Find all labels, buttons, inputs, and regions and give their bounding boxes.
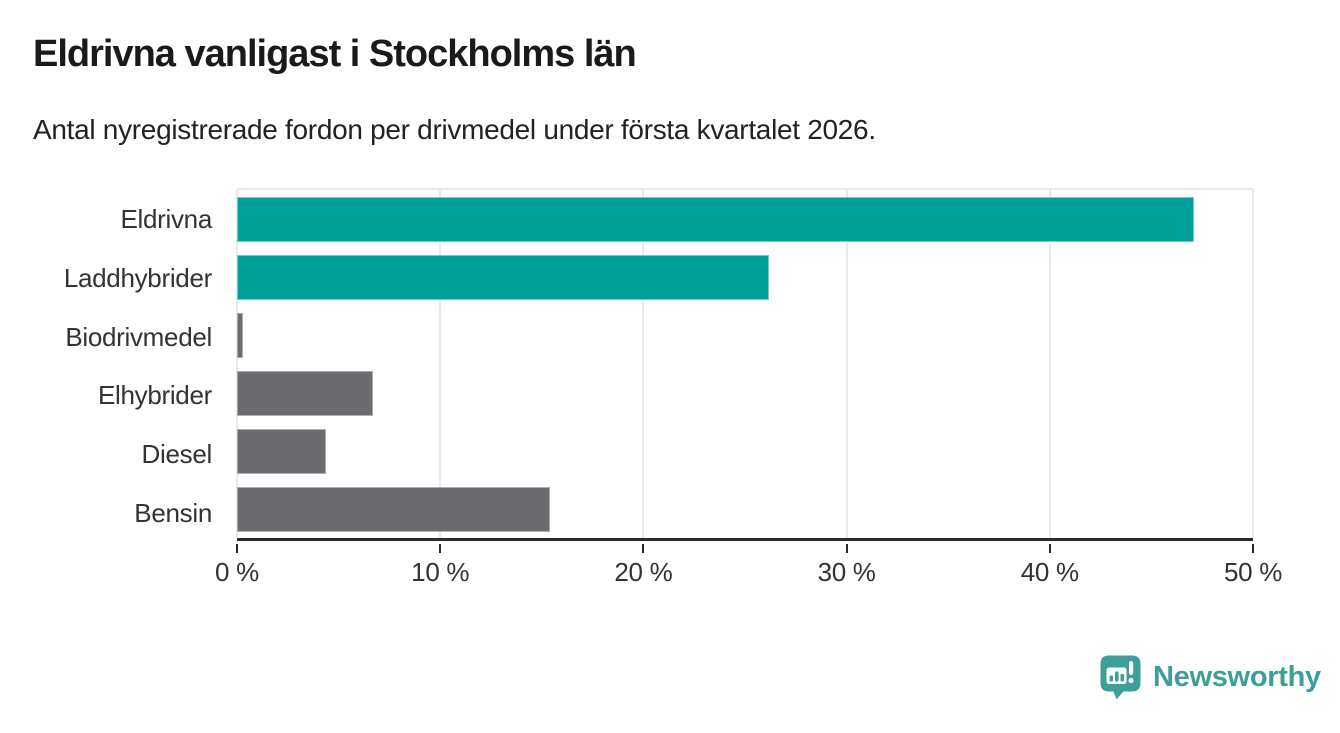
gridline-10 bbox=[439, 190, 442, 538]
bar-elhybrider bbox=[237, 370, 374, 416]
chart-plot-area bbox=[236, 188, 1254, 541]
category-label-bensin: Bensin bbox=[134, 498, 212, 529]
x-tick-label-40: 40 % bbox=[1020, 557, 1079, 587]
bar-row bbox=[237, 306, 1253, 364]
x-tick-0 bbox=[236, 544, 238, 553]
x-tick-label-0: 0 % bbox=[215, 557, 259, 587]
bar-row bbox=[237, 364, 1253, 422]
page-title: Eldrivna vanligast i Stockholms län bbox=[33, 33, 637, 75]
bar-row bbox=[237, 248, 1253, 306]
bar-row bbox=[237, 190, 1253, 248]
gridline-20 bbox=[642, 190, 645, 538]
newsworthy-logo[interactable]: Newsworthy bbox=[1100, 655, 1321, 700]
gridline-40 bbox=[1048, 190, 1051, 538]
x-tick-label-30: 30 % bbox=[817, 557, 876, 587]
gridline-50 bbox=[1252, 190, 1254, 538]
bar-laddhybrider bbox=[237, 254, 770, 300]
x-tick-label-50: 50 % bbox=[1223, 557, 1283, 587]
gridline-0 bbox=[236, 190, 238, 538]
x-tick-50 bbox=[1252, 544, 1254, 553]
category-label-biodrivmedel: Biodrivmedel bbox=[65, 321, 212, 352]
bar-row bbox=[237, 422, 1253, 480]
bar-diesel bbox=[237, 428, 327, 474]
bar-rows bbox=[237, 190, 1253, 538]
category-label-laddhybrider: Laddhybrider bbox=[63, 262, 212, 293]
x-tick-30 bbox=[845, 544, 848, 553]
category-label-elhybrider: Elhybrider bbox=[97, 380, 212, 411]
category-labels: Eldrivna Laddhybrider Biodrivmedel Elhybrid… bbox=[0, 190, 225, 543]
newsworthy-bubble-chart-icon bbox=[1100, 655, 1141, 700]
page-subtitle: Antal nyregistrerade fordon per drivmede… bbox=[33, 114, 876, 145]
newsworthy-wordmark: Newsworthy bbox=[1153, 661, 1321, 693]
x-tick-20 bbox=[642, 544, 645, 553]
x-axis: 0 % 10 % 20 % 30 % 40 % 50 % bbox=[215, 544, 1282, 594]
x-tick-label-10: 10 % bbox=[411, 557, 470, 587]
x-tick-10 bbox=[439, 544, 442, 553]
category-label-eldrivna: Eldrivna bbox=[120, 203, 212, 234]
bar-row bbox=[237, 480, 1253, 538]
bar-biodrivmedel bbox=[237, 312, 244, 358]
x-tick-label-20: 20 % bbox=[614, 557, 673, 587]
bar-eldrivna bbox=[237, 196, 1195, 242]
category-label-diesel: Diesel bbox=[141, 439, 213, 470]
gridline-30 bbox=[845, 190, 848, 538]
bar-bensin bbox=[237, 486, 550, 532]
x-tick-40 bbox=[1048, 544, 1051, 553]
